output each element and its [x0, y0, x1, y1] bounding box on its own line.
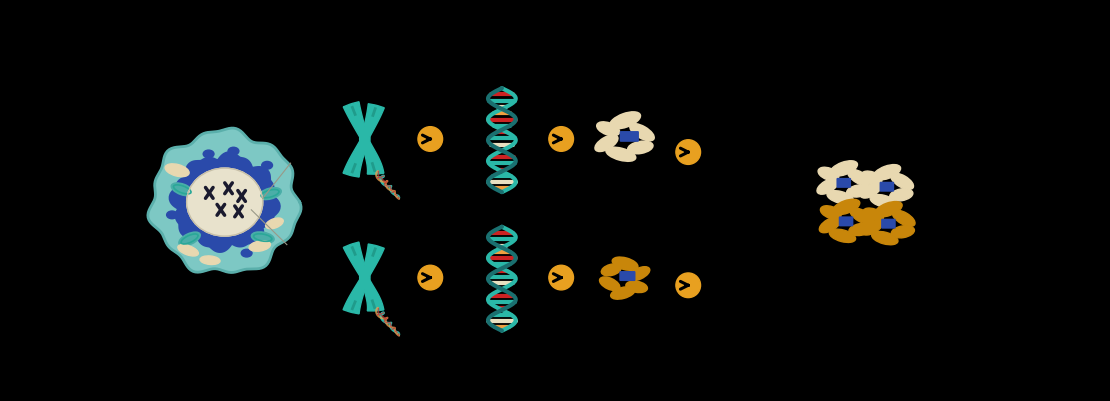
- Ellipse shape: [817, 179, 838, 194]
- FancyBboxPatch shape: [881, 219, 896, 229]
- Polygon shape: [343, 242, 367, 279]
- Polygon shape: [362, 244, 384, 278]
- Circle shape: [676, 273, 700, 298]
- FancyBboxPatch shape: [619, 131, 639, 142]
- Ellipse shape: [827, 190, 854, 204]
- Ellipse shape: [850, 208, 872, 224]
- FancyBboxPatch shape: [837, 178, 851, 188]
- Ellipse shape: [849, 223, 872, 236]
- Circle shape: [676, 140, 700, 164]
- Ellipse shape: [262, 162, 272, 169]
- Ellipse shape: [171, 183, 193, 196]
- Ellipse shape: [597, 122, 619, 136]
- Ellipse shape: [613, 257, 638, 270]
- FancyBboxPatch shape: [839, 217, 854, 227]
- Ellipse shape: [228, 147, 239, 155]
- Ellipse shape: [890, 189, 912, 201]
- Ellipse shape: [609, 112, 640, 129]
- Ellipse shape: [892, 210, 915, 227]
- Ellipse shape: [819, 217, 840, 233]
- Ellipse shape: [626, 281, 647, 292]
- Ellipse shape: [360, 270, 370, 285]
- Circle shape: [418, 127, 443, 151]
- FancyBboxPatch shape: [619, 271, 636, 281]
- Circle shape: [548, 127, 574, 151]
- Ellipse shape: [203, 150, 214, 158]
- Ellipse shape: [829, 229, 856, 243]
- Ellipse shape: [891, 173, 914, 189]
- Ellipse shape: [861, 219, 882, 235]
- Polygon shape: [343, 102, 367, 140]
- Polygon shape: [148, 128, 301, 272]
- Polygon shape: [362, 277, 384, 311]
- Polygon shape: [362, 104, 384, 140]
- Ellipse shape: [259, 188, 281, 200]
- Polygon shape: [362, 138, 384, 174]
- Ellipse shape: [610, 287, 635, 299]
- Ellipse shape: [874, 164, 900, 180]
- Polygon shape: [343, 138, 367, 177]
- Ellipse shape: [891, 226, 915, 238]
- FancyBboxPatch shape: [879, 182, 895, 192]
- Ellipse shape: [360, 132, 370, 147]
- Ellipse shape: [832, 199, 860, 215]
- Ellipse shape: [265, 218, 283, 229]
- Ellipse shape: [249, 241, 271, 251]
- Ellipse shape: [186, 168, 263, 236]
- Ellipse shape: [179, 232, 200, 246]
- Ellipse shape: [599, 277, 619, 290]
- Ellipse shape: [861, 171, 882, 184]
- Ellipse shape: [251, 232, 274, 243]
- Ellipse shape: [200, 256, 220, 265]
- Ellipse shape: [178, 245, 199, 256]
- Ellipse shape: [875, 202, 902, 217]
- Ellipse shape: [871, 231, 898, 245]
- Ellipse shape: [165, 164, 189, 177]
- Ellipse shape: [860, 182, 881, 198]
- Ellipse shape: [820, 206, 841, 219]
- Circle shape: [418, 265, 443, 290]
- Ellipse shape: [847, 185, 870, 197]
- Ellipse shape: [628, 267, 649, 281]
- Ellipse shape: [606, 147, 636, 161]
- Ellipse shape: [629, 124, 654, 141]
- Ellipse shape: [241, 249, 252, 257]
- Ellipse shape: [818, 167, 839, 180]
- Ellipse shape: [595, 135, 618, 152]
- Ellipse shape: [628, 141, 653, 154]
- Circle shape: [548, 265, 574, 290]
- Polygon shape: [343, 277, 367, 314]
- Ellipse shape: [862, 208, 884, 221]
- Ellipse shape: [848, 169, 870, 186]
- Ellipse shape: [830, 161, 858, 176]
- Ellipse shape: [870, 194, 897, 208]
- Ellipse shape: [166, 211, 178, 219]
- Ellipse shape: [602, 264, 620, 276]
